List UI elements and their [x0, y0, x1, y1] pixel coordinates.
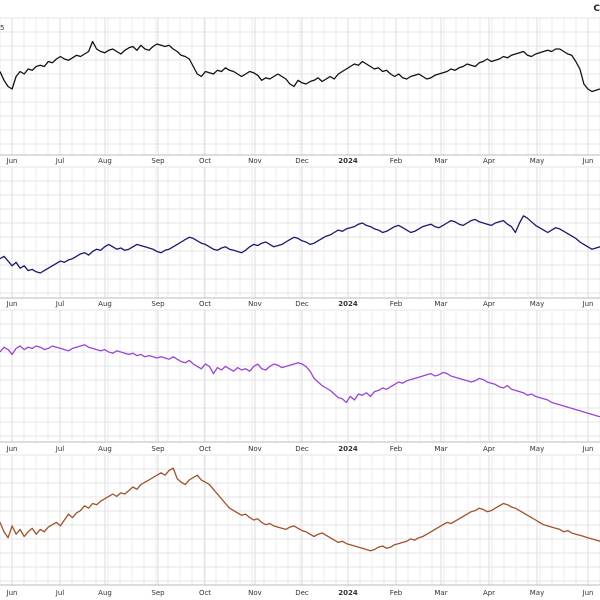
x-tick-label: Jul	[55, 445, 65, 453]
x-tick-label: Nov	[248, 589, 262, 597]
chart-panel-3: Jun Jul Aug Sep Oct Nov Dec 2024 Feb Mar Apr May Jun	[0, 309, 600, 453]
corner-label: C	[593, 4, 600, 14]
x-tick-label: 2024	[338, 300, 358, 308]
series-line	[0, 215, 600, 274]
x-tick-label: Dec	[295, 589, 309, 597]
x-tick-label: Feb	[390, 445, 403, 453]
x-tick-label: Jul	[55, 300, 65, 308]
x-tick-label: Dec	[295, 300, 309, 308]
x-tick-label: Jul	[55, 589, 65, 597]
x-tick-label: Aug	[98, 300, 112, 308]
series-line	[0, 467, 600, 552]
x-tick-label: Aug	[98, 445, 112, 453]
x-tick-label: Apr	[483, 589, 495, 597]
x-tick-label: Dec	[295, 157, 309, 165]
chart-panel-4: Jun Jul Aug Sep Oct Nov Dec 2024 Feb Mar Apr May Jun	[0, 454, 600, 597]
x-tick-label: Nov	[248, 300, 262, 308]
x-tick-label: Jun	[582, 445, 594, 453]
x-tick-label: Jun	[6, 300, 18, 308]
x-tick-label: Jun	[6, 157, 18, 165]
x-tick-label: May	[530, 445, 544, 453]
x-tick-label: Feb	[390, 589, 403, 597]
x-tick-label: Feb	[390, 300, 403, 308]
x-tick-label: Oct	[199, 589, 211, 597]
x-tick-label: Nov	[248, 445, 262, 453]
series-line	[0, 40, 600, 93]
x-tick-label: Jun	[582, 157, 594, 165]
x-tick-label: Dec	[295, 445, 309, 453]
x-tick-label: Apr	[483, 445, 495, 453]
x-tick-label: Aug	[98, 589, 112, 597]
x-tick-label: 2024	[338, 445, 358, 453]
chart-panel-1: Jun Jul Aug Sep Oct Nov Dec 2024 Feb Mar Apr May Jun	[0, 17, 600, 165]
series-line	[0, 344, 600, 418]
x-tick-label: May	[530, 157, 544, 165]
x-tick-label: Oct	[199, 157, 211, 165]
x-tick-label: Apr	[483, 300, 495, 308]
x-tick-label: Apr	[483, 157, 495, 165]
x-tick-label: 2024	[338, 589, 358, 597]
x-tick-label: May	[530, 300, 544, 308]
x-tick-label: Sep	[151, 445, 165, 453]
x-tick-label: Mar	[434, 589, 447, 597]
x-tick-label: May	[530, 589, 544, 597]
x-tick-label: Sep	[151, 300, 165, 308]
x-tick-label: Sep	[151, 589, 165, 597]
x-tick-label: Oct	[199, 445, 211, 453]
x-tick-label: 2024	[338, 157, 358, 165]
x-tick-label: Aug	[98, 157, 112, 165]
x-tick-label: Jun	[582, 300, 594, 308]
x-tick-label: Mar	[434, 157, 447, 165]
x-tick-label: Sep	[151, 157, 165, 165]
x-tick-label: Jul	[55, 157, 65, 165]
x-tick-label: Jun	[6, 445, 18, 453]
x-tick-label: Oct	[199, 300, 211, 308]
x-tick-label: Feb	[390, 157, 403, 165]
x-tick-label: Jun	[582, 589, 594, 597]
x-tick-label: Mar	[434, 300, 447, 308]
x-tick-label: Jun	[6, 589, 18, 597]
chart-panel-2: Jun Jul Aug Sep Oct Nov Dec 2024 Feb Mar Apr May Jun	[0, 166, 600, 308]
axis-scale-note: 5	[0, 24, 5, 32]
x-tick-label: Mar	[434, 445, 447, 453]
x-tick-label: Nov	[248, 157, 262, 165]
